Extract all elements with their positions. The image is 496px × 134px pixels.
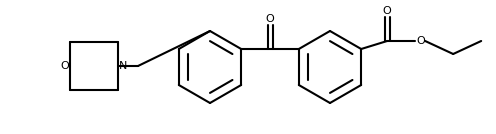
Text: O: O [60,61,69,71]
Text: O: O [383,6,391,16]
Text: N: N [119,61,127,71]
Text: O: O [416,36,425,46]
Text: O: O [266,14,274,24]
